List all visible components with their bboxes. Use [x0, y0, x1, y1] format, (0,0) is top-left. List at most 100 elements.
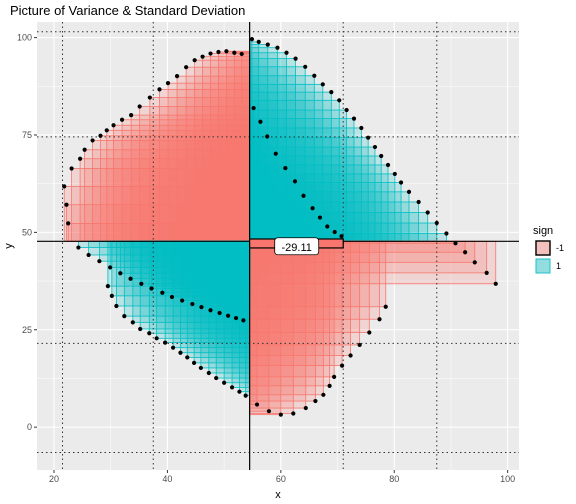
legend: sign -1 1 — [533, 225, 564, 274]
deviation-rect — [249, 137, 369, 242]
data-point — [313, 398, 318, 404]
data-point — [337, 98, 342, 103]
data-point — [118, 271, 123, 276]
sd-lines — [37, 22, 519, 470]
data-point — [214, 375, 219, 381]
data-point — [317, 215, 323, 220]
deviation-rect — [113, 124, 251, 242]
x-tick-label: 80 — [389, 474, 399, 484]
data-point — [344, 107, 349, 113]
deviation-rect — [249, 240, 331, 387]
data-point — [170, 345, 176, 350]
deviation-rect — [71, 168, 251, 242]
x-axis-label: x — [275, 489, 281, 501]
deviation-rect — [130, 114, 251, 242]
data-point — [493, 281, 498, 286]
data-point — [77, 156, 83, 161]
deviation-rect — [201, 240, 251, 308]
data-point — [251, 105, 256, 111]
x-tick-label: 60 — [276, 474, 286, 484]
data-point — [190, 301, 195, 307]
data-point — [137, 104, 142, 109]
data-point — [109, 293, 114, 298]
data-point — [185, 355, 190, 360]
y-tick-label: 0 — [27, 422, 32, 432]
data-point — [392, 171, 397, 177]
data-point — [69, 166, 74, 171]
deviation-rect — [249, 240, 307, 409]
data-point — [385, 162, 391, 168]
data-point — [416, 199, 421, 205]
deviation-rect — [249, 155, 382, 242]
data-point — [258, 119, 263, 124]
deviation-rect — [249, 191, 410, 242]
deviation-rect — [172, 240, 251, 349]
data-point — [351, 116, 357, 121]
data-point — [97, 259, 102, 264]
data-point — [243, 393, 248, 398]
deviation-rect — [249, 164, 389, 242]
legend-keys: -1 1 — [535, 240, 564, 274]
data-point — [157, 87, 162, 92]
deviation-rect — [79, 158, 251, 242]
data-point — [472, 260, 477, 265]
data-point — [108, 265, 113, 270]
deviation-rect — [249, 240, 351, 356]
chart-title: Picture of Variance & Standard Deviation — [10, 3, 245, 18]
deviation-rect — [161, 240, 251, 294]
data-point — [174, 74, 180, 79]
data-point — [232, 50, 237, 55]
data-point — [191, 360, 197, 365]
data-point — [130, 320, 135, 325]
data-point — [105, 284, 110, 289]
data-point — [310, 206, 315, 211]
data-point — [301, 193, 306, 198]
y-axis-label: y — [3, 243, 15, 249]
data-point — [165, 81, 171, 86]
data-point — [406, 189, 412, 194]
deviation-rect — [249, 173, 396, 242]
data-point — [98, 133, 103, 138]
deviation-rect — [92, 140, 251, 242]
legend-key-swatch — [535, 240, 551, 256]
data-point — [278, 412, 283, 417]
legend-key-bg — [535, 258, 551, 274]
annotation: -29.11 — [249, 237, 344, 256]
deviation-rect — [249, 207, 313, 242]
data-point — [283, 165, 288, 171]
data-point — [320, 82, 325, 87]
y-tick-label: 75 — [22, 130, 32, 140]
data-point — [291, 411, 296, 416]
data-point — [303, 405, 308, 411]
data-point — [62, 184, 67, 189]
deviation-rect — [243, 240, 251, 321]
deviation-rect — [151, 240, 251, 289]
data-point — [332, 229, 337, 235]
deviation-rect — [176, 75, 251, 242]
data-point — [184, 65, 189, 70]
data-point — [266, 409, 272, 414]
data-point — [224, 49, 229, 54]
data-point — [332, 374, 337, 379]
x-tick-label: 40 — [162, 474, 172, 484]
data-point — [163, 340, 168, 345]
data-point — [208, 308, 213, 313]
data-point — [206, 370, 211, 376]
data-point — [284, 50, 289, 55]
data-points — [62, 37, 498, 417]
data-point — [249, 37, 255, 42]
data-point — [453, 241, 458, 246]
deviation-rect — [130, 240, 251, 280]
deviation-rect — [249, 91, 332, 242]
deviation-rect — [149, 97, 251, 242]
data-point — [292, 179, 298, 184]
data-point — [359, 125, 364, 131]
legend-key-label: 1 — [556, 261, 561, 271]
data-point — [86, 252, 91, 258]
data-point — [119, 117, 125, 122]
data-point — [463, 250, 468, 255]
data-point — [256, 39, 261, 44]
data-point — [377, 317, 382, 322]
data-point — [82, 147, 87, 152]
